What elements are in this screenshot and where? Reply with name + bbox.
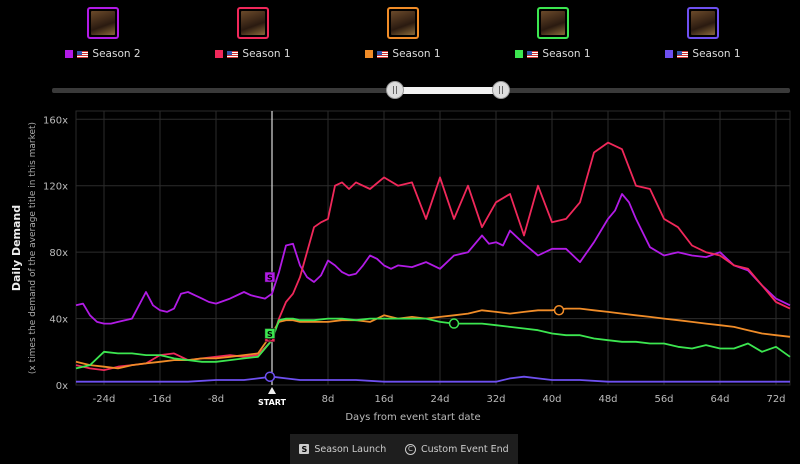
title-season-label: Season 2 <box>92 48 141 60</box>
title-season-label: Season 1 <box>242 48 291 60</box>
x-tick-label: -16d <box>149 394 172 405</box>
season-launch-marker-letter: S <box>267 274 273 283</box>
title-art-icon <box>391 11 415 35</box>
title-thumbnail[interactable] <box>387 7 419 39</box>
start-arrow-icon <box>268 387 276 394</box>
y-axis-sublabel: (x times the demand of the average title… <box>28 122 38 374</box>
y-tick-label: 0x <box>56 381 68 392</box>
us-flag-icon <box>377 50 389 58</box>
custom-event-end-marker <box>264 371 276 382</box>
season-launch-marker-letter: S <box>267 330 273 339</box>
y-axis-label: Daily Demand <box>10 205 23 291</box>
custom-event-end-legend: C Custom Event End <box>404 443 509 455</box>
title-legend-item[interactable]: Season 1 <box>343 0 463 60</box>
y-tick-label: 120x <box>43 182 68 193</box>
custom-event-end-label: Custom Event End <box>420 443 509 455</box>
series-swatch <box>665 50 674 58</box>
x-tick-label: 72d <box>766 394 785 405</box>
title-season-label: Season 1 <box>392 48 441 60</box>
us-flag-icon <box>677 50 689 58</box>
series-swatch <box>215 50 224 58</box>
title-art-icon <box>91 11 115 35</box>
season-launch-legend: S Season Launch <box>299 444 386 455</box>
title-legend-item[interactable]: Season 2 <box>43 0 163 60</box>
us-flag-icon <box>227 50 239 58</box>
marker-legend: S Season Launch C Custom Event End <box>290 434 518 464</box>
title-season-label: Season 1 <box>542 48 591 60</box>
custom-event-end-marker <box>553 305 565 316</box>
x-tick-label: -8d <box>208 394 224 405</box>
title-thumbnail[interactable] <box>237 7 269 39</box>
title-legend-item[interactable]: Season 1 <box>493 0 613 60</box>
series-line-2 <box>75 141 791 372</box>
season-launch-marker <box>264 328 276 339</box>
x-tick-label: 64d <box>710 394 729 405</box>
demand-line-chart: 0x 40x 80x 120x 160x -24d -16d -8d 8d 16d 24d 32d 40… <box>10 110 791 423</box>
range-slider-left-handle[interactable] <box>386 81 404 99</box>
title-legend-item[interactable]: Season 1 <box>643 0 763 60</box>
season-launch-marker <box>264 271 276 283</box>
plot-frame <box>75 110 791 386</box>
series-swatch <box>515 50 524 58</box>
x-tick-label: 16d <box>374 394 393 405</box>
title-art-icon <box>241 11 265 35</box>
y-tick-label: 160x <box>43 115 68 126</box>
x-tick-label: 24d <box>430 394 449 405</box>
x-tick-label: 56d <box>654 394 673 405</box>
title-legend-item[interactable]: Season 1 <box>193 0 313 60</box>
start-label: START <box>258 398 287 407</box>
title-art-icon <box>691 11 715 35</box>
range-slider-right-handle[interactable] <box>492 81 510 99</box>
title-thumbnail[interactable] <box>687 7 719 39</box>
x-axis-label: Days from event start date <box>345 412 480 423</box>
season-launch-icon: S <box>299 444 310 454</box>
range-slider-selection[interactable] <box>395 87 501 94</box>
y-tick-label: 80x <box>49 248 68 259</box>
y-tick-label: 40x <box>49 315 68 326</box>
x-tick-label: 8d <box>322 394 335 405</box>
series-swatch <box>365 50 374 58</box>
custom-event-end-icon: C <box>404 443 416 455</box>
x-tick-label: 32d <box>486 394 505 405</box>
us-flag-icon <box>527 50 539 58</box>
x-tick-label: 40d <box>542 394 561 405</box>
title-art-icon <box>541 11 565 35</box>
x-tick-label: -24d <box>93 394 116 405</box>
title-season-label: Season 1 <box>692 48 741 60</box>
us-flag-icon <box>77 50 89 58</box>
custom-event-end-marker <box>448 318 460 329</box>
x-tick-label: 48d <box>598 394 617 405</box>
series-swatch <box>65 50 74 58</box>
season-launch-label: Season Launch <box>314 443 387 455</box>
title-thumbnail[interactable] <box>537 7 569 39</box>
series-line-4 <box>75 317 791 370</box>
title-thumbnail[interactable] <box>87 7 119 39</box>
series-line-5 <box>76 375 790 383</box>
series-line-1 <box>75 193 791 325</box>
